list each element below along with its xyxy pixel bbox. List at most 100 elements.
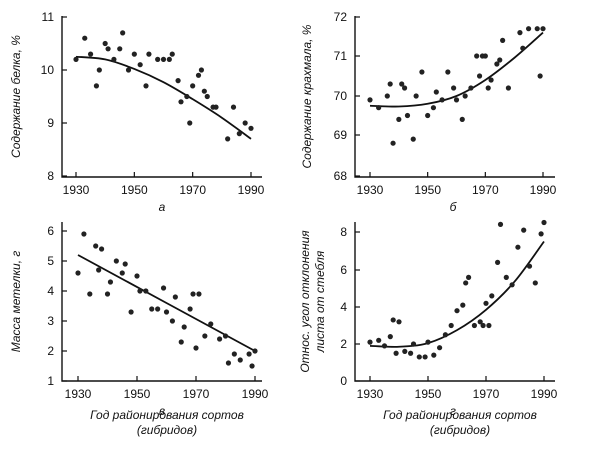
- panel-2-xtick-label: 1950: [414, 183, 441, 197]
- panel-3-data-point: [134, 273, 140, 279]
- panel-2-data-point: [453, 97, 460, 103]
- panel-1-data-point: [105, 46, 111, 52]
- panel-2-data-point: [474, 53, 480, 59]
- panel-1-data-point: [242, 120, 248, 126]
- panel-4-ylabel-line: листа от стебля: [313, 250, 327, 353]
- panel-4-axes: [354, 222, 555, 382]
- panel-4-data-point: [431, 352, 437, 358]
- panel-1-data-point: [178, 99, 184, 105]
- panel-4-xlabel-line: Год районирования сортов: [383, 408, 537, 422]
- panel-1-data-point: [213, 104, 219, 110]
- panel-2-data-point: [390, 140, 396, 146]
- panel-2-data-point: [402, 85, 408, 91]
- panel-3-ytick-label: 5: [47, 254, 54, 268]
- panel-4-data-point: [381, 343, 388, 349]
- panel-1-data-point: [190, 83, 196, 89]
- panel-2-data-point: [520, 45, 526, 51]
- panel-3-xlabel-line: Год районирования сортов: [90, 408, 244, 422]
- panel-3-data-point: [187, 306, 193, 312]
- panel-1-data-point: [117, 46, 123, 52]
- panel-2-letter: б: [450, 200, 458, 214]
- panel-4-data-point: [526, 263, 533, 269]
- panel-3-data-point: [160, 285, 167, 291]
- panel-2-data-point: [430, 105, 437, 111]
- panel-2-data-point: [419, 69, 425, 75]
- panel-2-data-point: [410, 136, 416, 142]
- panel-1-data-point: [87, 51, 94, 57]
- panel-3-xtick-label: 1950: [124, 387, 151, 401]
- panel-4-data-point: [480, 322, 486, 329]
- panel-3-ytick-label: 6: [47, 224, 54, 238]
- panel-1-data-point: [111, 56, 117, 63]
- panel-3-data-point: [107, 279, 114, 285]
- panel-3-xlabel-line: (гибридов): [137, 423, 197, 437]
- panel-4-data-point: [396, 319, 402, 325]
- panel-2-data-point: [387, 81, 393, 87]
- panel-2-xtick-label: 1990: [530, 183, 557, 197]
- panel-2-data-point: [505, 85, 511, 91]
- panel-1-data-point: [93, 83, 100, 89]
- panel-2-data-point: [485, 85, 491, 91]
- panel-3-ytick-label: 3: [47, 314, 54, 328]
- panel-2-ytick-label: 71: [334, 49, 348, 63]
- panel-2-data-point: [476, 73, 483, 79]
- panel-1-data-point: [175, 78, 181, 84]
- panel-3-data-point: [252, 348, 258, 354]
- panel-2-xtick-label: 1970: [472, 183, 499, 197]
- panel-3-data-point: [93, 243, 99, 249]
- panel-2-data-point: [500, 37, 506, 44]
- panel-1-data-point: [137, 62, 143, 68]
- panel-1-xtick-label: 1950: [121, 183, 148, 197]
- panel-4-data-point: [402, 348, 408, 354]
- panel-1-data-point: [198, 67, 205, 73]
- panel-4-data-point: [466, 274, 472, 280]
- panel-1-ytick-label: 8: [47, 169, 54, 183]
- panel-4-data-point: [477, 319, 483, 325]
- panel-4-data-point: [410, 341, 417, 347]
- panel-2-data-point: [537, 73, 543, 79]
- panel-3-data-point: [155, 306, 161, 312]
- panel-3-data-point: [202, 333, 208, 339]
- panel-1-data-point: [184, 93, 190, 100]
- panel-3-data-point: [190, 291, 196, 297]
- panel-3-data-point: [246, 351, 252, 357]
- panel-3-data-point: [99, 246, 105, 252]
- panel-3-data-point: [169, 318, 175, 324]
- panel-2-data-point: [488, 77, 494, 83]
- panel-2-ytick-label: 70: [334, 89, 348, 103]
- panel-3-data-point: [87, 291, 93, 297]
- panel-1-xtick-label: 1990: [238, 183, 265, 197]
- panel-2-data-point: [425, 112, 431, 119]
- panel-3-letter: в: [159, 404, 165, 418]
- panel-2-axes: [354, 16, 555, 178]
- panel-4-xtick-label: 1930: [357, 387, 384, 401]
- panel-1-data-point: [131, 51, 137, 57]
- panel-4-data-point: [367, 339, 373, 345]
- panel-3-data-point: [178, 339, 184, 345]
- panel-3-data-point: [122, 261, 128, 267]
- panel-1-data-point: [82, 35, 88, 41]
- panel-1-trend-line: [75, 55, 252, 140]
- panel-4-ylabel: Относ. угол отклонениялиста от стебля: [298, 230, 327, 373]
- panel-3-data-point: [81, 231, 87, 237]
- panel-4-data-point: [454, 308, 460, 314]
- panel-4-ylabel-line: Относ. угол отклонения: [298, 230, 312, 373]
- panel-4-xlabel-line: (гибридов): [430, 423, 490, 437]
- panel-4-xtick-label: 1950: [415, 387, 442, 401]
- panel-2-ytick-label: 72: [334, 10, 348, 24]
- panel-2-data-point: [468, 85, 474, 91]
- panel-2-data-point: [396, 116, 402, 122]
- panel-3-xtick-label: 1990: [242, 387, 269, 401]
- panel-4-data-point: [495, 259, 501, 265]
- panel-3-xtick-label: 1970: [183, 387, 210, 401]
- panel-1-data-point: [102, 40, 108, 47]
- panel-3-data-point: [163, 309, 170, 315]
- panel-2-ytick-label: 68: [334, 169, 348, 183]
- panel-3-data-point: [143, 288, 149, 294]
- panel-3-data-point: [172, 294, 178, 300]
- panel-4-data-point: [532, 280, 538, 286]
- panel-4-data-point: [497, 221, 504, 227]
- panel-4-data-point: [422, 354, 428, 360]
- panel-3-data-point: [75, 270, 81, 276]
- panel-3-data-point: [237, 357, 243, 363]
